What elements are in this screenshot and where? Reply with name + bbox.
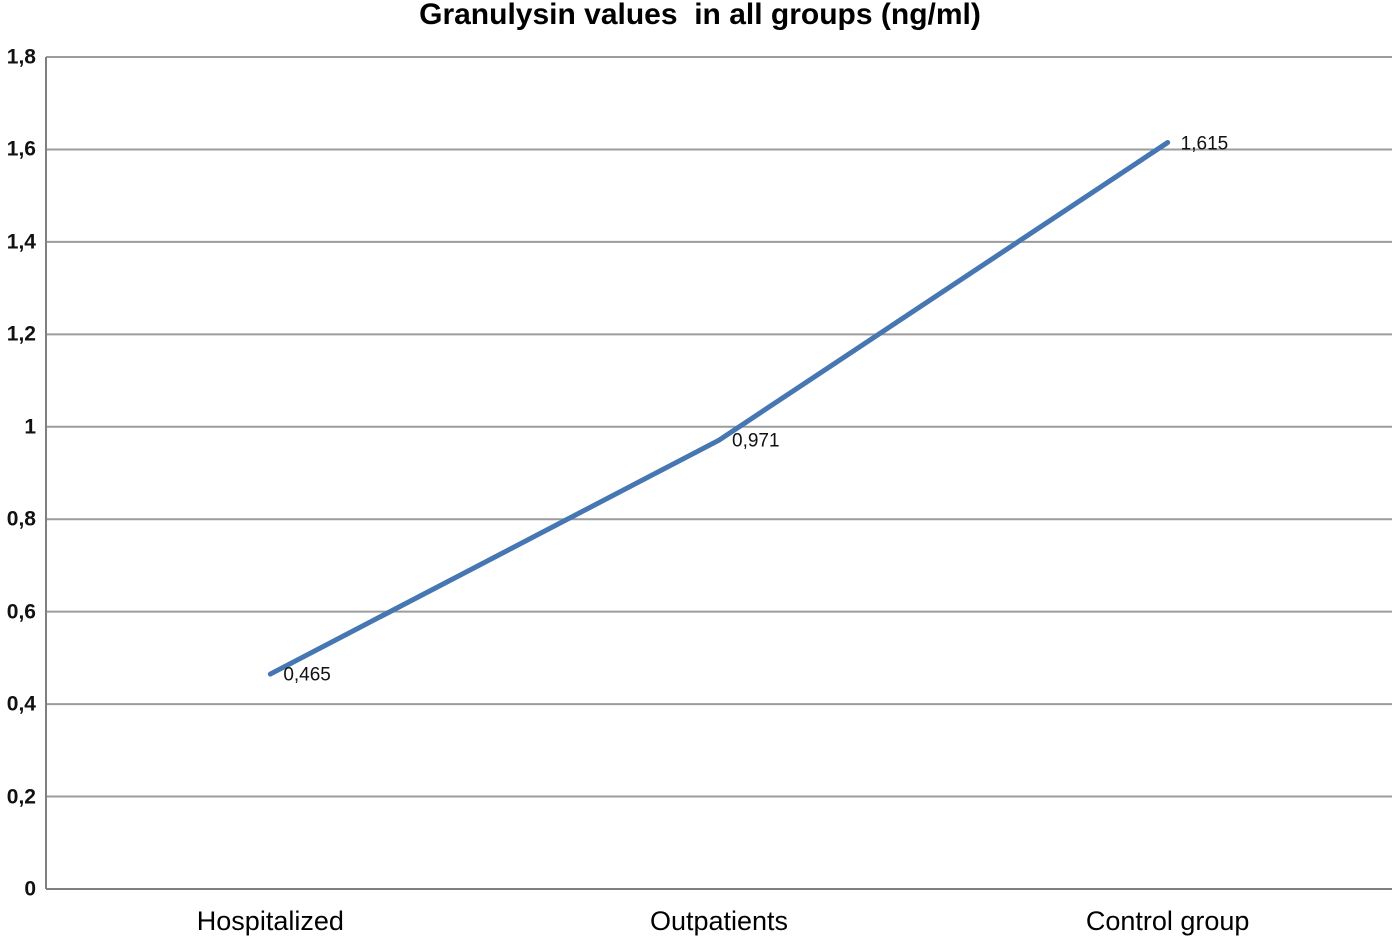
x-category-label: Outpatients — [649, 906, 789, 936]
x-category-label: Hospitalized — [196, 906, 344, 936]
data-point-label: 0,465 — [283, 664, 331, 686]
y-tick-label: 0 — [24, 877, 36, 901]
y-tick-label: 1 — [24, 415, 36, 439]
y-tick-label: 0,2 — [6, 785, 36, 809]
y-tick-label: 1,4 — [6, 230, 36, 254]
y-tick-label: 0,8 — [6, 507, 36, 531]
y-tick-label: 1,8 — [6, 45, 36, 69]
chart-title: Granulysin values in all groups (ng/ml) — [419, 0, 981, 31]
y-tick-label: 1,6 — [6, 137, 36, 161]
x-category-label: Control group — [1085, 906, 1250, 936]
data-point-label: 0,971 — [732, 430, 780, 452]
y-tick-label: 0,4 — [6, 692, 36, 716]
y-tick-label: 1,2 — [6, 322, 36, 346]
data-point-label: 1,615 — [1180, 133, 1229, 154]
data-series-line — [267, 140, 1171, 677]
y-tick-label: 0,6 — [6, 600, 36, 624]
